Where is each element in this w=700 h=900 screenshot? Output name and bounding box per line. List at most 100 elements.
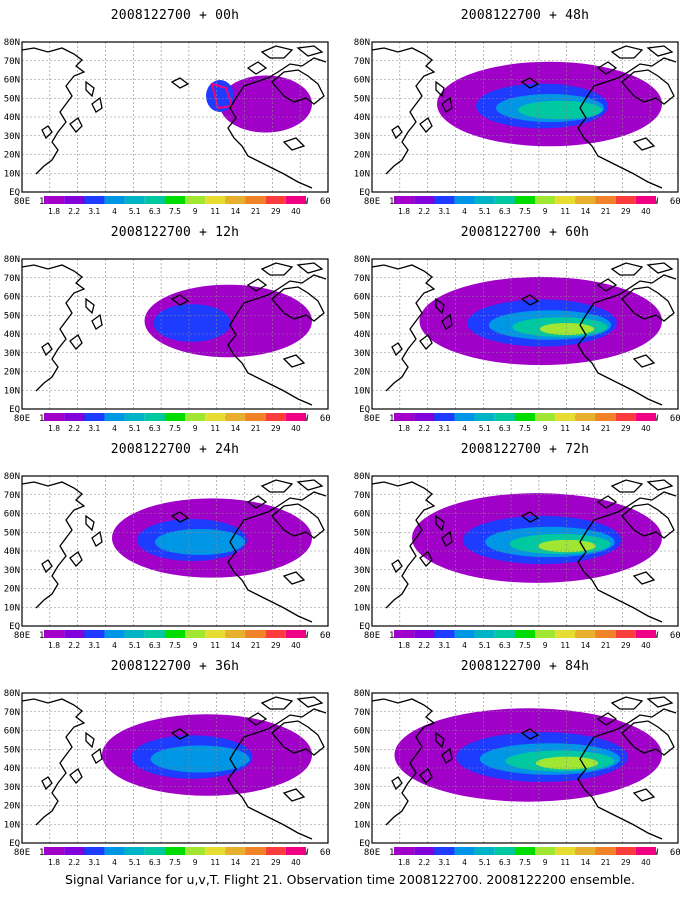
colorbar-swatch bbox=[635, 847, 656, 855]
colorbar-label: 29 bbox=[621, 207, 631, 216]
coastline bbox=[260, 696, 294, 710]
colorbar-label: 21 bbox=[601, 641, 611, 650]
coastline bbox=[632, 137, 656, 151]
lat-tick-label: 10N bbox=[354, 820, 370, 830]
colorbar-label: 5.1 bbox=[479, 207, 491, 216]
colorbar-swatch bbox=[164, 196, 186, 204]
lat-tick-label: 80N bbox=[354, 689, 370, 699]
colorbar: 1.8 2.2 3.1 4 5.1 6.3 7.5 9 11 14 21 29 40 bbox=[44, 847, 306, 867]
field-band-cyan bbox=[150, 745, 250, 773]
colorbar-swatch bbox=[245, 413, 266, 421]
colorbar-swatch bbox=[64, 847, 85, 855]
lat-tick-label: 30N bbox=[354, 132, 370, 142]
colorbar-label: 9 bbox=[193, 207, 198, 216]
map-panel: 2008122700 + 00h 80E100E120E140E160E18016… bbox=[0, 0, 350, 218]
colorbar-swatch bbox=[84, 196, 105, 204]
colorbar-swatch bbox=[635, 630, 656, 638]
colorbar-swatch bbox=[555, 847, 576, 855]
colorbar-swatch bbox=[205, 630, 226, 638]
colorbar: 1.8 2.2 3.1 4 5.1 6.3 7.5 9 11 14 21 29 40 bbox=[394, 630, 656, 650]
colorbar-label: 2.2 bbox=[68, 207, 80, 216]
colorbar-swatch bbox=[394, 413, 415, 421]
coastline bbox=[69, 117, 83, 133]
coastline bbox=[235, 708, 327, 750]
colorbar-label: 40 bbox=[641, 858, 651, 867]
colorbar-swatch bbox=[144, 413, 165, 421]
colorbar-label: 11 bbox=[561, 207, 571, 216]
lat-tick-label: 20N bbox=[4, 151, 20, 161]
coastline bbox=[520, 511, 540, 523]
colorbar-label: 21 bbox=[251, 641, 261, 650]
lon-tick-label: 60W bbox=[320, 631, 330, 641]
lat-tick-label: 60N bbox=[4, 293, 20, 303]
lat-tick-label: 50N bbox=[4, 311, 20, 321]
coastline bbox=[520, 294, 540, 306]
coastline bbox=[520, 728, 540, 740]
colorbar-label: 2.2 bbox=[68, 424, 80, 433]
colorbar-swatch bbox=[124, 413, 145, 421]
coastline bbox=[91, 313, 103, 330]
coastline bbox=[632, 788, 656, 802]
lon-tick-label: 80E bbox=[14, 848, 30, 858]
lat-tick-label: 50N bbox=[4, 528, 20, 538]
variance-field bbox=[412, 493, 662, 583]
lat-tick-label: 80N bbox=[354, 38, 370, 48]
lat-tick-label: 30N bbox=[4, 349, 20, 359]
colorbar-label: 9 bbox=[543, 207, 548, 216]
colorbar-swatch bbox=[285, 413, 306, 421]
colorbar-swatch bbox=[84, 413, 105, 421]
colorbar-label: 6.3 bbox=[149, 207, 161, 216]
variance-field bbox=[144, 284, 312, 358]
map-panel: 2008122700 + 84h 80E100E120E140E160E18016… bbox=[350, 651, 700, 869]
colorbar-swatch bbox=[44, 847, 65, 855]
colorbar-swatch bbox=[535, 630, 556, 638]
colorbar-swatch bbox=[595, 413, 616, 421]
lat-tick-label: 10N bbox=[4, 820, 20, 830]
colorbar-label: 2.2 bbox=[68, 858, 80, 867]
field-band-cyan bbox=[155, 529, 245, 555]
lat-tick-label: 10N bbox=[4, 386, 20, 396]
colorbar-swatch bbox=[575, 413, 596, 421]
lat-tick-label: EQ bbox=[359, 839, 370, 849]
colorbar-label: 6.3 bbox=[499, 207, 511, 216]
lat-tick-label: 80N bbox=[354, 472, 370, 482]
coastline bbox=[282, 137, 306, 151]
variance-field bbox=[437, 61, 662, 147]
field-core-outline bbox=[210, 82, 234, 110]
map-border bbox=[21, 692, 329, 844]
lat-tick-label: 60N bbox=[354, 76, 370, 86]
colorbar-swatch bbox=[514, 847, 536, 855]
colorbar-swatch bbox=[164, 413, 186, 421]
map-border bbox=[21, 41, 329, 193]
colorbar-swatch bbox=[454, 847, 475, 855]
colorbar-swatch bbox=[104, 847, 125, 855]
map-frame: 80E100E120E140E160E180160W140W120W100W80… bbox=[354, 38, 680, 207]
colorbar: 1.8 2.2 3.1 4 5.1 6.3 7.5 9 11 14 21 29 40 bbox=[394, 413, 656, 433]
colorbar-label: 4 bbox=[462, 424, 467, 433]
colorbar-label: 11 bbox=[211, 207, 221, 216]
colorbar-label: 29 bbox=[271, 424, 281, 433]
colorbar-label: 4 bbox=[112, 207, 117, 216]
colorbar: 1.8 2.2 3.1 4 5.1 6.3 7.5 9 11 14 21 29 40 bbox=[44, 196, 306, 216]
colorbar-swatch bbox=[555, 413, 576, 421]
colorbar-label: 7.5 bbox=[169, 424, 181, 433]
map-frame: 80E100E120E140E160E180160W140W120W100W80… bbox=[4, 472, 330, 641]
colorbar-label: 21 bbox=[601, 858, 611, 867]
coastline bbox=[282, 354, 306, 368]
colorbar-swatch bbox=[205, 196, 226, 204]
map-panel: 2008122700 + 48h 80E100E120E140E160E18016… bbox=[350, 0, 700, 218]
colorbar-swatch bbox=[595, 196, 616, 204]
coastline bbox=[227, 531, 313, 623]
lat-tick-label: 10N bbox=[354, 386, 370, 396]
colorbar-swatch bbox=[104, 630, 125, 638]
coastline bbox=[585, 274, 677, 316]
lat-tick-label: 70N bbox=[4, 491, 20, 501]
lat-tick-label: 70N bbox=[354, 57, 370, 67]
colorbar-swatch bbox=[535, 413, 556, 421]
lat-tick-label: EQ bbox=[9, 839, 20, 849]
colorbar-label: 4 bbox=[462, 858, 467, 867]
lat-tick-label: 80N bbox=[4, 472, 20, 482]
lat-tick-label: 60N bbox=[354, 727, 370, 737]
coastline bbox=[577, 97, 663, 189]
coastline bbox=[91, 96, 103, 113]
